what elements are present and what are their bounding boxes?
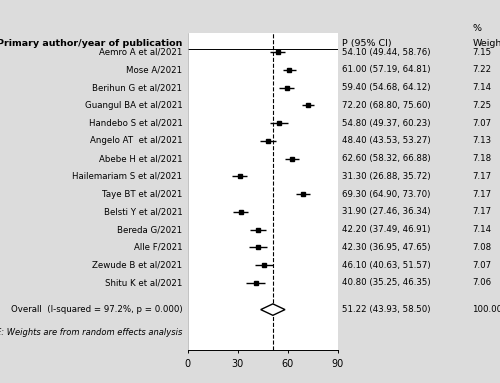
Text: 31.90 (27.46, 36.34): 31.90 (27.46, 36.34) <box>342 208 431 216</box>
Text: P (95% CI): P (95% CI) <box>342 39 392 48</box>
Text: Weight: Weight <box>472 39 500 48</box>
Text: Hailemariam S et al/2021: Hailemariam S et al/2021 <box>72 172 182 181</box>
Text: 7.13: 7.13 <box>472 136 492 146</box>
Text: Handebo S et al/2021: Handebo S et al/2021 <box>88 119 182 128</box>
Text: 42.20 (37.49, 46.91): 42.20 (37.49, 46.91) <box>342 225 431 234</box>
Text: Alle F/2021: Alle F/2021 <box>134 243 182 252</box>
Text: Zewude B et al/2021: Zewude B et al/2021 <box>92 261 182 270</box>
Text: 42.30 (36.95, 47.65): 42.30 (36.95, 47.65) <box>342 243 431 252</box>
Text: Guangul BA et al/2021: Guangul BA et al/2021 <box>85 101 182 110</box>
Text: 7.17: 7.17 <box>472 208 492 216</box>
Text: 100.00: 100.00 <box>472 305 500 314</box>
Text: 48.40 (43.53, 53.27): 48.40 (43.53, 53.27) <box>342 136 431 146</box>
Text: Bereda G/2021: Bereda G/2021 <box>118 225 182 234</box>
Text: 31.30 (26.88, 35.72): 31.30 (26.88, 35.72) <box>342 172 431 181</box>
Text: Aemro A et al/2021: Aemro A et al/2021 <box>99 47 182 57</box>
Text: Primary author/year of publication: Primary author/year of publication <box>0 39 182 48</box>
Text: 59.40 (54.68, 64.12): 59.40 (54.68, 64.12) <box>342 83 431 92</box>
Text: %: % <box>472 25 482 33</box>
Text: 61.00 (57.19, 64.81): 61.00 (57.19, 64.81) <box>342 65 431 74</box>
Text: Mose A/2021: Mose A/2021 <box>126 65 182 74</box>
Text: 7.22: 7.22 <box>472 65 492 74</box>
Text: Angelo AT  et al/2021: Angelo AT et al/2021 <box>90 136 182 146</box>
Polygon shape <box>260 304 285 315</box>
Text: Overall  (I-squared = 97.2%, p = 0.000): Overall (I-squared = 97.2%, p = 0.000) <box>11 305 182 314</box>
Text: 7.18: 7.18 <box>472 154 492 163</box>
Text: 40.80 (35.25, 46.35): 40.80 (35.25, 46.35) <box>342 278 431 288</box>
Text: 7.07: 7.07 <box>472 119 492 128</box>
Text: NOTE: Weights are from random effects analysis: NOTE: Weights are from random effects an… <box>0 328 182 337</box>
Text: Shitu K et al/2021: Shitu K et al/2021 <box>105 278 182 288</box>
Text: 54.10 (49.44, 58.76): 54.10 (49.44, 58.76) <box>342 47 431 57</box>
Text: 7.14: 7.14 <box>472 225 492 234</box>
Text: Taye BT et al/2021: Taye BT et al/2021 <box>102 190 182 199</box>
Text: 46.10 (40.63, 51.57): 46.10 (40.63, 51.57) <box>342 261 431 270</box>
Text: 54.80 (49.37, 60.23): 54.80 (49.37, 60.23) <box>342 119 431 128</box>
Text: 7.17: 7.17 <box>472 190 492 199</box>
Text: 72.20 (68.80, 75.60): 72.20 (68.80, 75.60) <box>342 101 431 110</box>
Text: 7.07: 7.07 <box>472 261 492 270</box>
Text: 51.22 (43.93, 58.50): 51.22 (43.93, 58.50) <box>342 305 431 314</box>
Text: Belsti Y et al/2021: Belsti Y et al/2021 <box>104 208 182 216</box>
Text: 7.25: 7.25 <box>472 101 492 110</box>
Text: Abebe H et al/2021: Abebe H et al/2021 <box>99 154 182 163</box>
Text: 7.06: 7.06 <box>472 278 492 288</box>
Text: 7.14: 7.14 <box>472 83 492 92</box>
Text: 7.17: 7.17 <box>472 172 492 181</box>
Text: 69.30 (64.90, 73.70): 69.30 (64.90, 73.70) <box>342 190 431 199</box>
Text: Berihun G et al/2021: Berihun G et al/2021 <box>92 83 182 92</box>
Text: 62.60 (58.32, 66.88): 62.60 (58.32, 66.88) <box>342 154 431 163</box>
Text: 7.08: 7.08 <box>472 243 492 252</box>
Text: 7.15: 7.15 <box>472 47 492 57</box>
